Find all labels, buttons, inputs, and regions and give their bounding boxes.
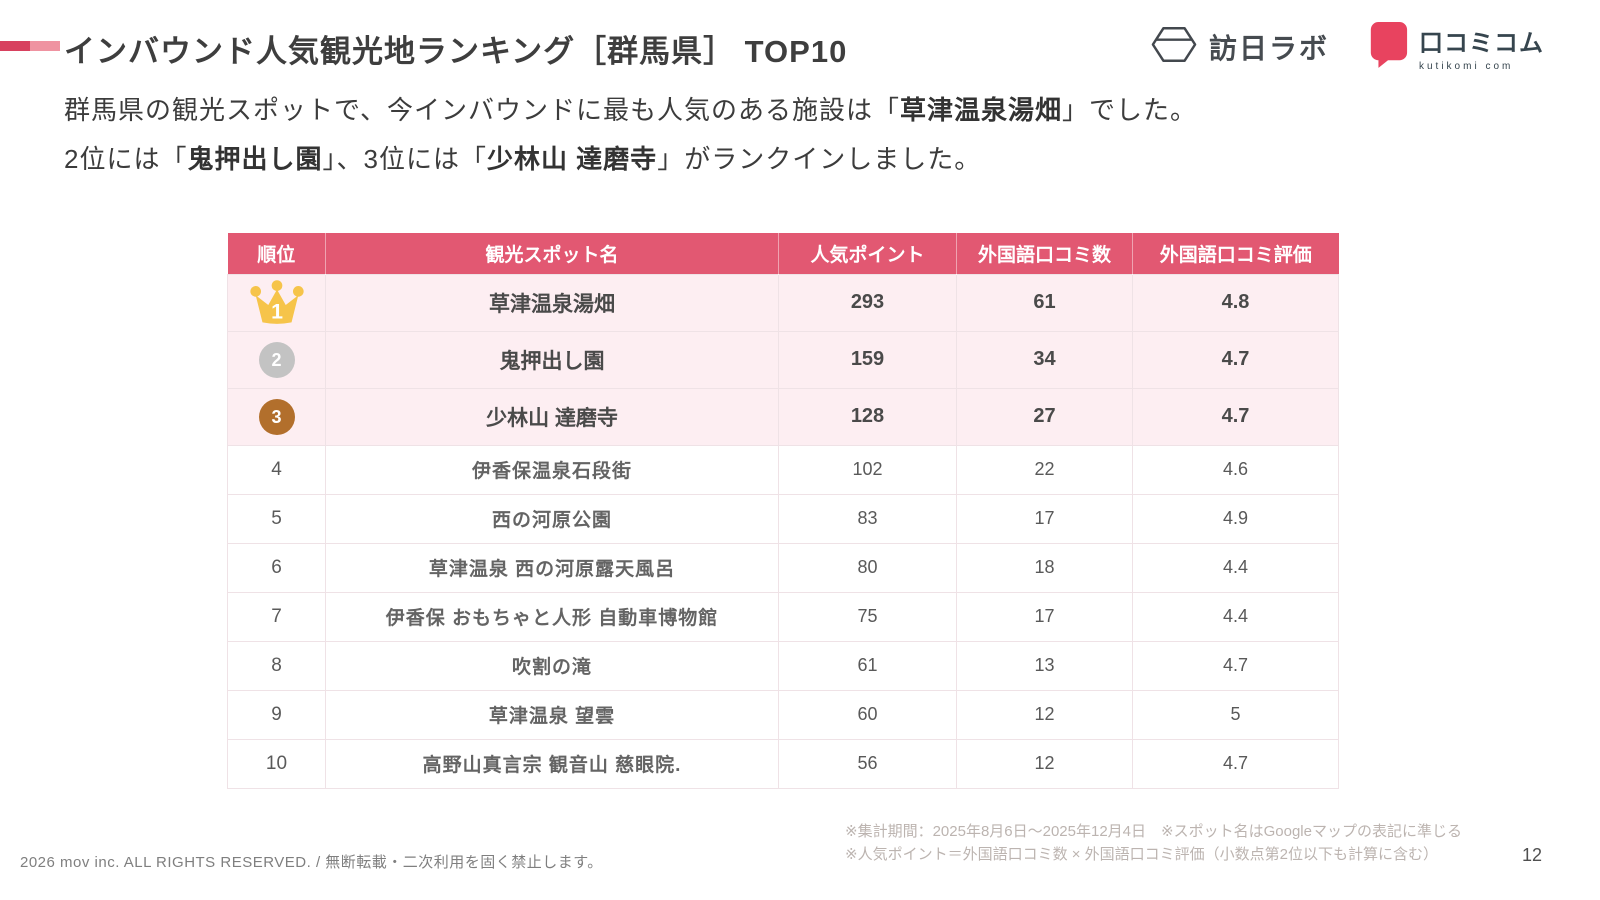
points-value: 293 bbox=[778, 273, 957, 332]
rank-3-medal-icon: 3 bbox=[258, 398, 295, 435]
rank-number: 10 bbox=[227, 738, 326, 789]
points-value: 83 bbox=[778, 493, 957, 544]
rank-number: 4 bbox=[227, 444, 326, 495]
points-value: 75 bbox=[778, 591, 957, 642]
spot-name: 草津温泉 西の河原露天風呂 bbox=[325, 542, 779, 593]
page-number: 12 bbox=[1522, 845, 1543, 865]
spot-name: 少林山 達磨寺 bbox=[325, 387, 779, 446]
spot-name: 伊香保 おもちゃと人形 自動車博物館 bbox=[325, 591, 779, 642]
spot-name: 伊香保温泉石段街 bbox=[325, 444, 779, 495]
svg-text:1: 1 bbox=[271, 299, 283, 323]
top3-spot-name: 少林山 達磨寺 bbox=[486, 144, 658, 174]
points-value: 61 bbox=[778, 640, 957, 691]
kutikomi-logo-sub: kutikomi com bbox=[1419, 61, 1514, 72]
rank-number: 8 bbox=[227, 640, 326, 691]
table-row: 1 草津温泉湯畑 293 61 4.8 bbox=[227, 273, 1339, 332]
table-row: 5 西の河原公園 83 17 4.9 bbox=[227, 493, 1339, 544]
review-count-value: 12 bbox=[956, 738, 1133, 789]
review-rating-value: 5 bbox=[1132, 689, 1339, 740]
review-rating-value: 4.6 bbox=[1132, 444, 1339, 495]
footnote-line-2: ※人気ポイント＝外国語口コミ数 × 外国語口コミ評価（小数点第2位以下も計算に含… bbox=[845, 846, 1439, 863]
table-row: 2 鬼押出し園 159 34 4.7 bbox=[227, 330, 1339, 389]
review-count-value: 27 bbox=[956, 387, 1133, 446]
table-row: 9 草津温泉 望雲 60 12 5 bbox=[227, 689, 1339, 740]
review-rating-value: 4.7 bbox=[1132, 330, 1339, 389]
kutikomi-logo-main: 口コミコム bbox=[1419, 30, 1544, 57]
spot-name: 草津温泉湯畑 bbox=[325, 273, 779, 332]
honichi-lab-logo: 訪日ラボ bbox=[1151, 24, 1329, 70]
spot-name: 草津温泉 望雲 bbox=[325, 689, 779, 740]
rank-number: 5 bbox=[227, 493, 326, 544]
review-count-value: 61 bbox=[956, 273, 1133, 332]
dash-dark-segment bbox=[0, 41, 30, 51]
review-rating-value: 4.4 bbox=[1132, 591, 1339, 642]
spot-name: 西の河原公園 bbox=[325, 493, 779, 544]
crown-rank-1-icon: 1 bbox=[249, 279, 304, 324]
hexagon-icon bbox=[1151, 24, 1197, 70]
table-row: 10 高野山真言宗 観音山 慈眼院. 56 12 4.7 bbox=[227, 738, 1339, 789]
review-rating-value: 4.4 bbox=[1132, 542, 1339, 593]
header-review-rating: 外国語口コミ評価 bbox=[1132, 233, 1339, 274]
table-header-row: 順位 観光スポット名 人気ポイント 外国語口コミ数 外国語口コミ評価 bbox=[227, 233, 1339, 274]
table-row: 4 伊香保温泉石段街 102 22 4.6 bbox=[227, 444, 1339, 495]
review-count-value: 13 bbox=[956, 640, 1133, 691]
review-count-value: 34 bbox=[956, 330, 1133, 389]
intro-text: 群馬県の観光スポットで、今インバウンドに最も人気のある施設は「草津温泉湯畑」でし… bbox=[64, 86, 1197, 184]
top2-spot-name: 鬼押出し園 bbox=[187, 144, 323, 174]
spot-name: 高野山真言宗 観音山 慈眼院. bbox=[325, 738, 779, 789]
footnote-line-1: ※集計期間：2025年8月6日〜2025年12月4日 ※スポット名はGoogle… bbox=[845, 823, 1462, 840]
table-row: 7 伊香保 おもちゃと人形 自動車博物館 75 17 4.4 bbox=[227, 591, 1339, 642]
points-value: 60 bbox=[778, 689, 957, 740]
rank-2-medal-icon: 2 bbox=[258, 341, 295, 378]
header-rank: 順位 bbox=[227, 233, 326, 274]
dash-light-segment bbox=[30, 41, 60, 51]
points-value: 128 bbox=[778, 387, 957, 446]
review-rating-value: 4.8 bbox=[1132, 273, 1339, 332]
review-count-value: 22 bbox=[956, 444, 1133, 495]
points-value: 159 bbox=[778, 330, 957, 389]
review-count-value: 17 bbox=[956, 493, 1133, 544]
copyright-text: 2026 mov inc. ALL RIGHTS RESERVED. / 無断転… bbox=[20, 854, 603, 871]
title-accent-dash bbox=[0, 41, 60, 51]
honichi-lab-logo-text: 訪日ラボ bbox=[1208, 32, 1329, 64]
ranking-table: 順位 観光スポット名 人気ポイント 外国語口コミ数 外国語口コミ評価 1 bbox=[227, 233, 1339, 789]
points-value: 56 bbox=[778, 738, 957, 789]
spot-name: 鬼押出し園 bbox=[325, 330, 779, 389]
footnotes: ※集計期間：2025年8月6日〜2025年12月4日 ※スポット名はGoogle… bbox=[845, 820, 1462, 866]
rank-number: 6 bbox=[227, 542, 326, 593]
table-row: 8 吹割の滝 61 13 4.7 bbox=[227, 640, 1339, 691]
speech-bubble-icon bbox=[1367, 20, 1409, 73]
top1-spot-name: 草津温泉湯畑 bbox=[899, 95, 1062, 125]
intro-line-1: 群馬県の観光スポットで、今インバウンドに最も人気のある施設は「草津温泉湯畑」でし… bbox=[64, 95, 1197, 125]
review-rating-value: 4.9 bbox=[1132, 493, 1339, 544]
header-points: 人気ポイント bbox=[778, 233, 957, 274]
header-review-count: 外国語口コミ数 bbox=[956, 233, 1133, 274]
points-value: 80 bbox=[778, 542, 957, 593]
header-spot-name: 観光スポット名 bbox=[325, 233, 779, 274]
review-count-value: 12 bbox=[956, 689, 1133, 740]
review-count-value: 18 bbox=[956, 542, 1133, 593]
header-logos: 訪日ラボ 口コミコム kutikomi com bbox=[1151, 20, 1544, 73]
points-value: 102 bbox=[778, 444, 957, 495]
table-row: 6 草津温泉 西の河原露天風呂 80 18 4.4 bbox=[227, 542, 1339, 593]
rank-number: 7 bbox=[227, 591, 326, 642]
review-rating-value: 4.7 bbox=[1132, 640, 1339, 691]
intro-line-2: 2位には「鬼押出し園」、3位には「少林山 達磨寺」がランクインしました。 bbox=[64, 144, 982, 174]
kutikomi-logo: 口コミコム kutikomi com bbox=[1367, 20, 1544, 73]
review-rating-value: 4.7 bbox=[1132, 387, 1339, 446]
review-rating-value: 4.7 bbox=[1132, 738, 1339, 789]
review-count-value: 17 bbox=[956, 591, 1133, 642]
kutikomi-logo-text: 口コミコム kutikomi com bbox=[1419, 20, 1544, 72]
page-title: インバウンド人気観光地ランキング［群馬県］ TOP10 bbox=[64, 34, 848, 69]
spot-name: 吹割の滝 bbox=[325, 640, 779, 691]
table-row: 3 少林山 達磨寺 128 27 4.7 bbox=[227, 387, 1339, 446]
rank-number: 9 bbox=[227, 689, 326, 740]
